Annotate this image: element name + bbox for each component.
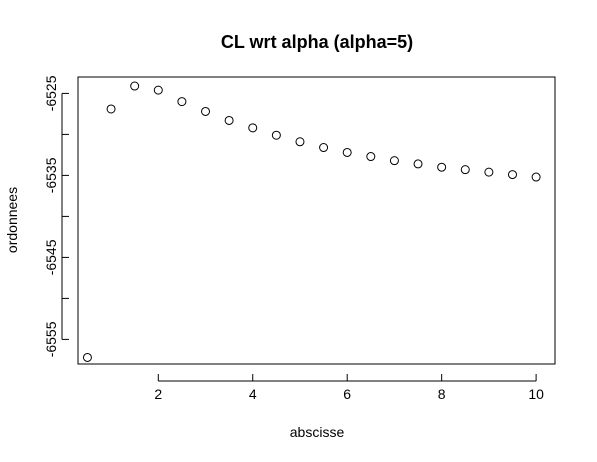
plot-frame [77, 76, 556, 365]
data-point [106, 104, 116, 114]
data-point [224, 115, 234, 125]
y-axis: -6525 -6535 -6545 -6555 [43, 75, 69, 357]
x-tick-label: 2 [154, 386, 162, 402]
data-point [248, 123, 258, 133]
y-tick-label: -6535 [43, 157, 59, 193]
y-tick-label: -6525 [43, 75, 59, 111]
chart-title: CL wrt alpha (alpha=5) [221, 32, 413, 52]
data-point [437, 162, 447, 172]
data-point [153, 85, 163, 95]
data-point [177, 97, 187, 107]
x-axis-label: abscisse [290, 424, 345, 440]
data-points [82, 81, 541, 362]
y-axis-label: ordonnees [4, 187, 20, 253]
data-point [82, 352, 92, 362]
x-axis: 2 4 6 8 10 [154, 374, 544, 402]
data-point [531, 172, 541, 182]
data-point [460, 165, 470, 175]
data-point [389, 156, 399, 166]
y-tick-label: -6545 [43, 239, 59, 275]
y-tick-label: -6555 [43, 321, 59, 357]
data-point [507, 170, 517, 180]
data-point [319, 143, 329, 153]
x-tick-label: 6 [343, 386, 351, 402]
data-point [342, 147, 352, 157]
data-point [201, 106, 211, 116]
data-point [295, 137, 305, 147]
data-point [271, 130, 281, 140]
data-point [484, 167, 494, 177]
data-point [413, 159, 423, 169]
data-point [366, 152, 376, 162]
x-tick-label: 8 [438, 386, 446, 402]
x-tick-label: 4 [249, 386, 257, 402]
data-point [130, 81, 140, 91]
x-tick-label: 10 [528, 386, 544, 402]
